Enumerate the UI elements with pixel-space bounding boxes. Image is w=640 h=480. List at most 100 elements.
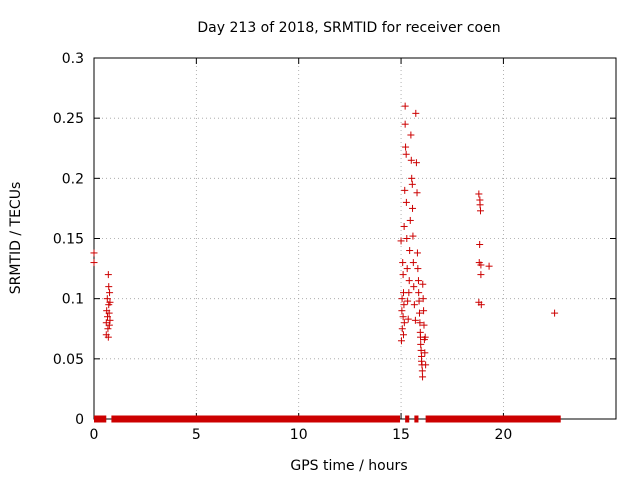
y-tick-label: 0.25 <box>53 111 84 127</box>
data-point <box>417 346 425 354</box>
data-point <box>401 186 409 194</box>
data-point <box>407 131 415 139</box>
data-point <box>90 249 98 257</box>
data-point <box>402 198 410 206</box>
x-tick-label: 0 <box>90 427 99 443</box>
data-point <box>419 373 427 381</box>
data-point <box>420 307 428 315</box>
data-point <box>398 325 406 333</box>
y-tick-label: 0.2 <box>62 171 84 187</box>
data-point <box>412 159 420 167</box>
y-tick-label: 0.3 <box>62 51 84 67</box>
data-points <box>90 102 559 381</box>
data-point <box>104 333 112 341</box>
data-point <box>415 309 423 317</box>
axis-ticks <box>93 57 616 420</box>
data-point <box>407 156 415 164</box>
data-point <box>105 283 113 291</box>
data-point <box>402 150 410 158</box>
data-point <box>399 313 407 321</box>
data-point <box>416 319 424 327</box>
data-point <box>402 143 410 151</box>
data-point <box>106 289 114 297</box>
y-axis-label: SRMTID / TECUs <box>8 182 24 295</box>
data-point <box>403 265 411 273</box>
data-point <box>103 295 111 303</box>
data-point <box>398 295 406 303</box>
data-point <box>475 190 483 198</box>
data-point <box>106 316 114 324</box>
zero-level-segment <box>405 415 410 423</box>
data-point <box>406 247 414 255</box>
data-point <box>104 325 112 333</box>
data-point <box>409 204 417 212</box>
data-point <box>477 261 485 269</box>
data-point <box>397 337 405 345</box>
data-point <box>485 262 493 270</box>
data-point <box>477 271 485 279</box>
data-point <box>419 295 427 303</box>
data-point <box>405 277 413 285</box>
data-point <box>413 189 421 197</box>
data-point <box>420 321 428 329</box>
data-point <box>400 331 408 339</box>
data-point <box>399 271 407 279</box>
x-axis-label: GPS time / hours <box>290 458 407 474</box>
data-point <box>400 222 408 230</box>
zero-level-segment <box>425 415 561 423</box>
data-point <box>413 249 421 257</box>
data-point <box>400 301 408 309</box>
data-point <box>418 367 426 375</box>
data-point <box>551 309 559 317</box>
data-point <box>106 298 114 306</box>
data-point <box>476 241 484 249</box>
data-point <box>406 216 414 224</box>
data-point <box>104 271 112 279</box>
data-point <box>421 333 429 341</box>
data-point <box>419 280 427 288</box>
zero-level-segment <box>414 415 419 423</box>
data-point <box>410 283 418 291</box>
chart-title: Day 213 of 2018, SRMTID for receiver coe… <box>197 20 500 36</box>
data-point <box>401 102 409 110</box>
data-point <box>408 174 416 182</box>
data-point <box>397 237 405 245</box>
data-point <box>417 340 425 348</box>
data-point <box>421 349 429 357</box>
data-point <box>105 309 113 317</box>
data-point <box>104 313 112 321</box>
zero-level-series <box>94 415 561 423</box>
data-point <box>415 297 423 305</box>
data-point <box>404 297 412 305</box>
grid-lines <box>94 58 616 419</box>
data-point <box>412 109 420 117</box>
data-point <box>405 289 413 297</box>
data-point <box>399 259 407 267</box>
data-point <box>411 316 419 324</box>
x-tick-label: 20 <box>494 427 512 443</box>
data-point <box>414 265 422 273</box>
data-point <box>477 301 485 309</box>
data-point <box>408 180 416 188</box>
data-point <box>476 201 484 209</box>
data-point <box>403 235 411 242</box>
y-tick-label: 0.15 <box>53 232 84 248</box>
data-point <box>401 120 409 128</box>
data-point <box>422 361 430 369</box>
data-point <box>404 315 412 323</box>
data-point <box>398 307 406 315</box>
x-tick-label: 15 <box>392 427 410 443</box>
y-tick-label: 0 <box>75 412 84 428</box>
y-tick-label: 0.05 <box>53 352 84 368</box>
x-tick-label: 5 <box>192 427 201 443</box>
data-point <box>400 319 408 327</box>
data-point <box>476 207 484 215</box>
data-point <box>409 232 417 240</box>
zero-level-segment <box>94 415 107 423</box>
data-point <box>414 277 422 285</box>
y-tick-label: 0.1 <box>62 292 84 308</box>
zero-level-segment <box>111 415 401 423</box>
data-point <box>105 321 113 329</box>
data-point <box>410 301 418 309</box>
